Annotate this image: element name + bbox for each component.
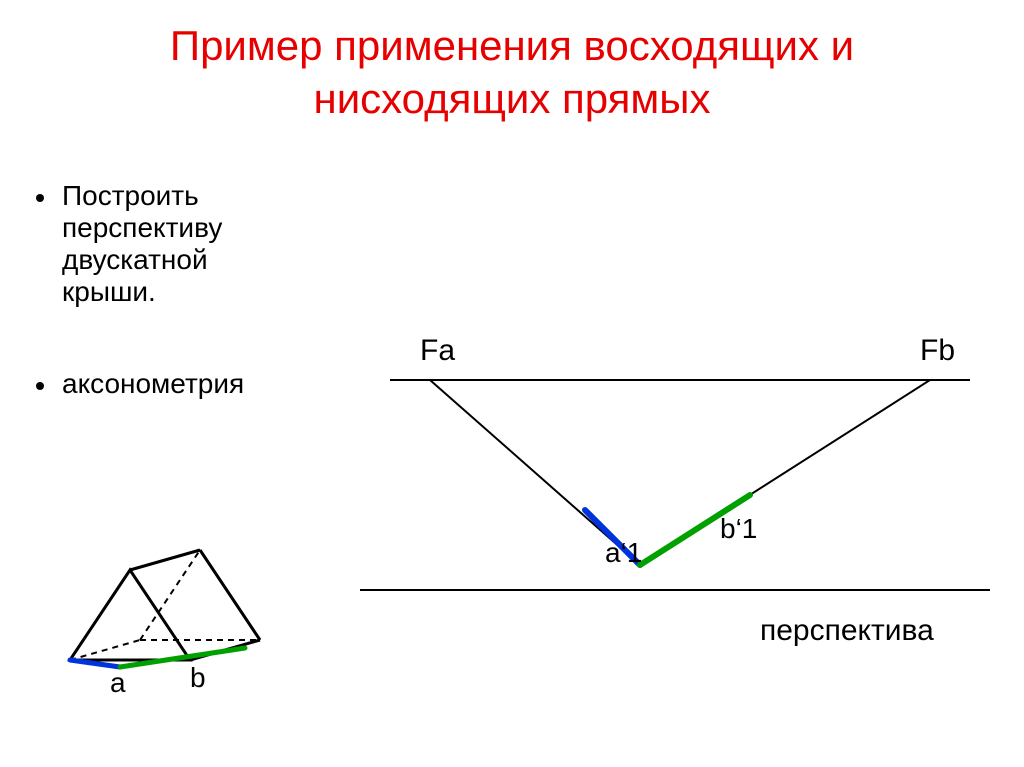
perspective-caption: перспектива (760, 614, 934, 647)
label-a1: a‘1 (605, 537, 642, 568)
title-line2: нисходящих прямых (314, 75, 711, 122)
bullet-text: Построить перспективу двускатной крыши. (62, 180, 306, 308)
prism-label-b: b (190, 662, 206, 693)
bullet-text: аксонометрия (62, 368, 306, 400)
slide: Пример применения восходящих и нисходящи… (0, 0, 1024, 767)
title-line1: Пример применения восходящих и (170, 22, 854, 69)
label-fb: Fb (920, 334, 955, 367)
slide-title: Пример применения восходящих и нисходящи… (0, 20, 1024, 125)
bullet-dot-icon (36, 194, 44, 202)
label-fa: Fa (420, 334, 455, 367)
prism-front-face (70, 570, 190, 660)
bullet-list: Построить перспективу двускатной крыши. … (36, 180, 306, 460)
bullet-item: Построить перспективу двускатной крыши. (36, 180, 306, 308)
prism-back-right-edge (200, 550, 260, 640)
prism-label-a: а (110, 667, 126, 698)
perspective-diagram: Fa Fb a‘1 b‘1 перспектива (330, 300, 1020, 680)
axon-prism-diagram: а b (50, 530, 270, 700)
bullet-item: аксонометрия (36, 368, 306, 400)
bullet-dot-icon (36, 382, 44, 390)
label-b1: b‘1 (720, 513, 757, 544)
